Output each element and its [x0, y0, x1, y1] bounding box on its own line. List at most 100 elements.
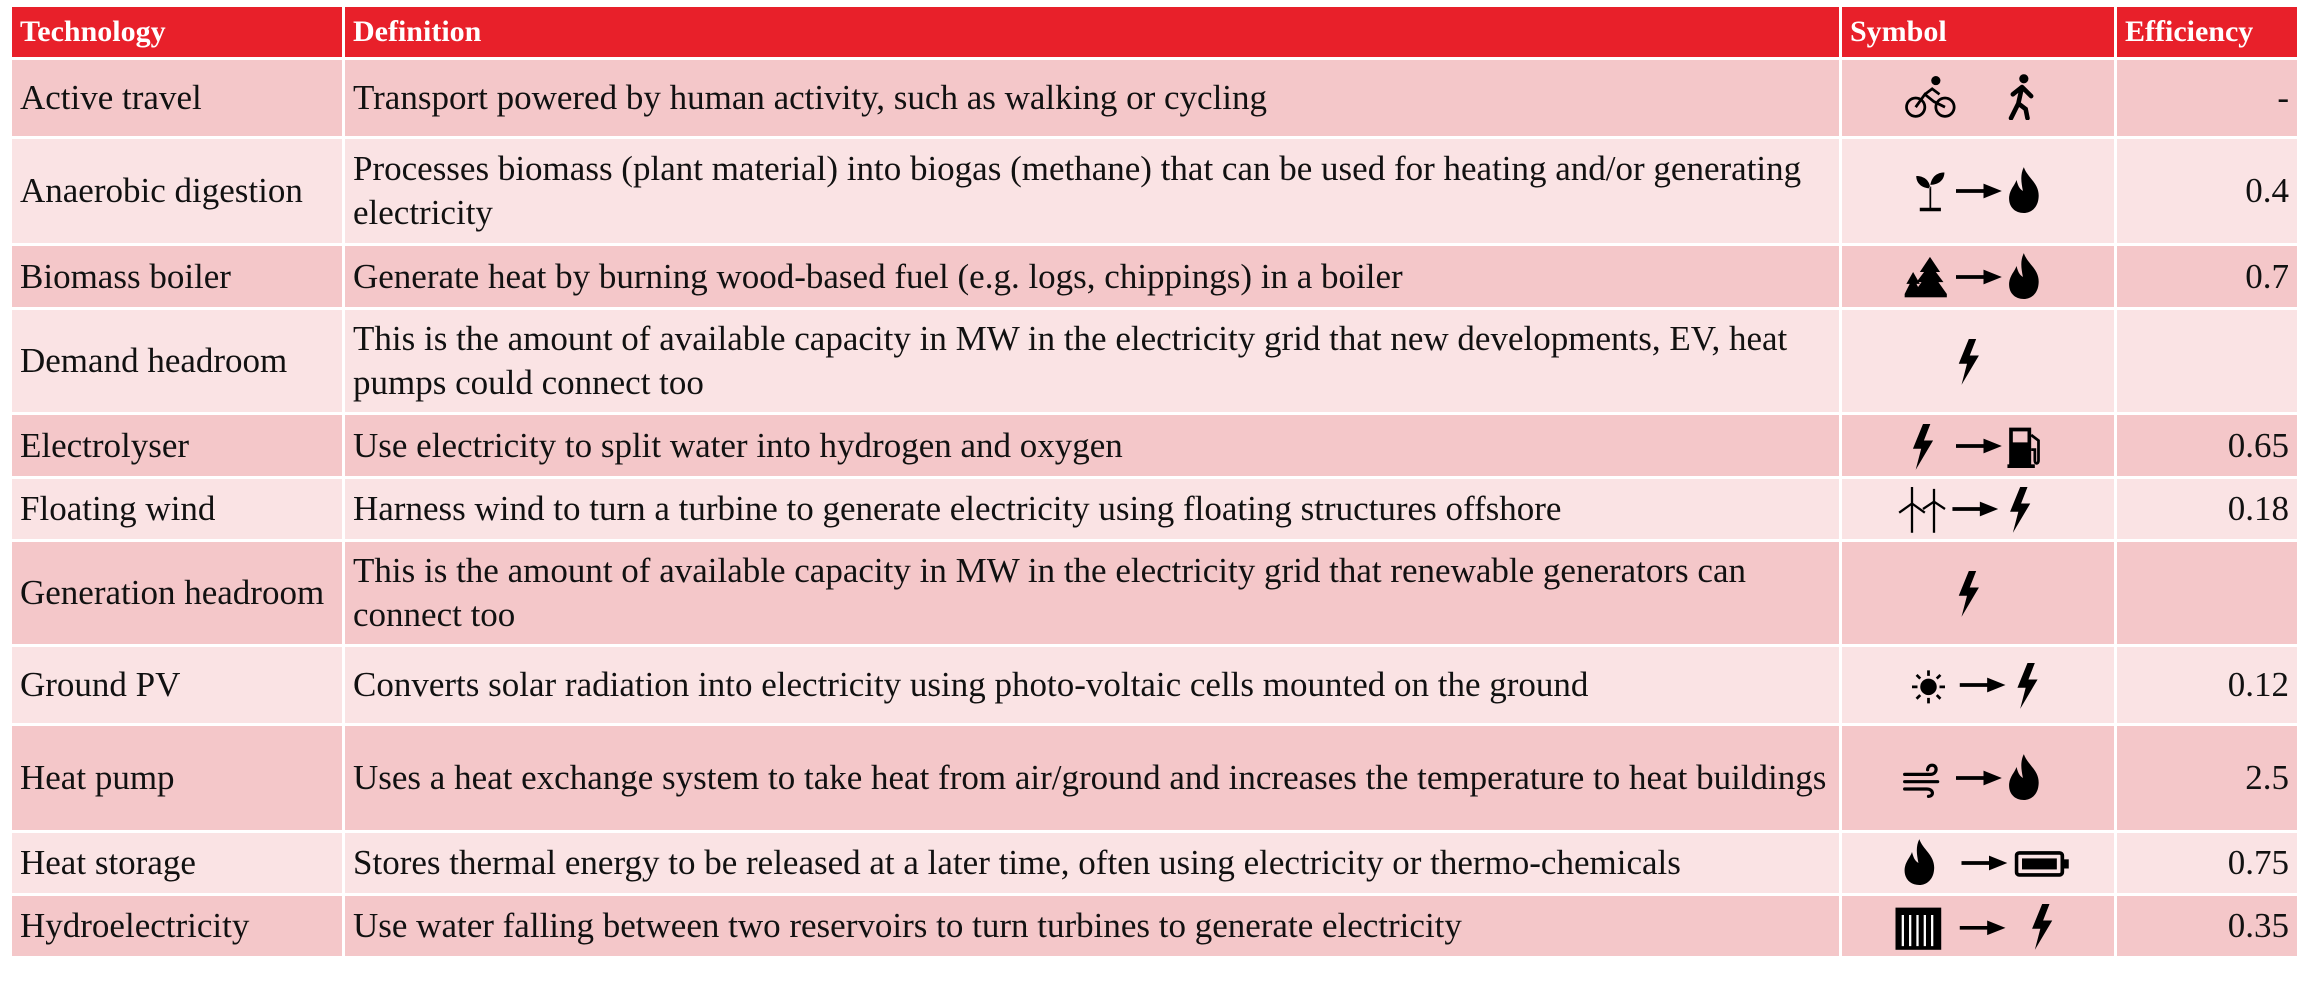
symbol-icons [1910, 663, 2038, 709]
technology-cell: Generation headroom [12, 542, 342, 644]
table-row: Anaerobic digestion Processes biomass (pl… [12, 139, 2297, 243]
flame-icon [1904, 839, 1935, 885]
efficiency-cell: 0.75 [2117, 833, 2297, 893]
symbol-icons [1958, 339, 1979, 385]
table-row: Ground PV Converts solar radiation into e… [12, 647, 2297, 723]
symbol-cell [1842, 479, 2114, 539]
definition-cell: This is the amount of available capacity… [345, 542, 1839, 644]
fuel-icon [2007, 425, 2040, 469]
efficiency-cell: 2.5 [2117, 726, 2297, 830]
definition-cell: Processes biomass (plant material) into … [345, 139, 1839, 243]
efficiency-cell: 0.35 [2117, 896, 2297, 956]
arrow-icon [1956, 267, 2002, 286]
symbol-cell [1842, 896, 2114, 956]
definition-cell: Transport powered by human activity, suc… [345, 60, 1839, 136]
header-cell: Technology [12, 7, 342, 57]
bolt-icon [2010, 487, 2031, 533]
bolt-icon [2032, 904, 2053, 950]
wind-icon [1903, 763, 1940, 798]
symbol-icons [1958, 571, 1979, 617]
definition-cell: Generate heat by burning wood-based fuel… [345, 246, 1839, 307]
symbol-cell [1842, 726, 2114, 830]
technology-cell: Electrolyser [12, 415, 342, 476]
header-row: Technology Definition Symbol Efficiency [12, 7, 2297, 57]
technology-cell: Active travel [12, 60, 342, 136]
efficiency-cell: 0.4 [2117, 139, 2297, 243]
table-row: Electrolyser Use electricity to split wat… [12, 415, 2297, 476]
battery-icon [2014, 851, 2070, 877]
bolt-icon [1958, 571, 1979, 617]
symbol-icons [1905, 68, 2088, 128]
arrow-icon [1956, 768, 2002, 788]
symbol-icons [1916, 167, 2039, 213]
arrow-icon [1959, 918, 2006, 937]
symbol-cell [1842, 246, 2114, 307]
bolt-icon [1912, 423, 1934, 470]
symbol-icons [1895, 904, 2053, 950]
efficiency-cell: 0.12 [2117, 647, 2297, 723]
sprout-icon [1916, 172, 1945, 212]
symbol-cell [1842, 542, 2114, 644]
technology-cell: Demand headroom [12, 310, 342, 412]
symbol-icons [1904, 252, 2039, 299]
flame-icon [2009, 252, 2039, 299]
definition-cell: Use water falling between two reservoirs… [345, 896, 1839, 956]
efficiency-cell: 0.65 [2117, 415, 2297, 476]
technology-cell: Ground PV [12, 647, 342, 723]
symbol-icons [1904, 839, 2070, 885]
efficiency-cell: - [2117, 60, 2297, 136]
table-row: Heat storage Stores thermal energy to be … [12, 833, 2297, 893]
definition-cell: Use electricity to split water into hydr… [345, 415, 1839, 476]
flame-icon [2009, 167, 2039, 213]
efficiency-cell [2117, 310, 2297, 412]
technology-cell: Heat pump [12, 726, 342, 830]
bolt-icon [2017, 663, 2038, 709]
definition-cell: This is the amount of available capacity… [345, 310, 1839, 412]
definition-cell: Uses a heat exchange system to take heat… [345, 726, 1839, 830]
symbol-cell [1842, 415, 2114, 476]
arrow-icon [1961, 853, 2008, 873]
symbol-cell [1842, 60, 2114, 136]
technology-cell: Hydroelectricity [12, 896, 342, 956]
bolt-icon [1958, 339, 1979, 385]
table-row: Generation headroom This is the amount of… [12, 542, 2297, 644]
header-cell: Definition [345, 7, 1839, 57]
table-row: Active travel Transport powered by human … [12, 60, 2297, 136]
turbine-icon [1898, 487, 1947, 533]
symbol-cell [1842, 647, 2114, 723]
table-row: Floating wind Harness wind to turn a turb… [12, 479, 2297, 539]
symbol-cell [1842, 310, 2114, 412]
bike-icon [1905, 74, 1956, 118]
efficiency-cell: 0.7 [2117, 246, 2297, 307]
header-cell: Symbol [1842, 7, 2114, 57]
technology-cell: Heat storage [12, 833, 342, 893]
table-row: Heat pump Uses a heat exchange system to … [12, 726, 2297, 830]
table-row: Hydroelectricity Use water falling betwee… [12, 896, 2297, 956]
arrow-icon [1956, 436, 2002, 455]
symbol-cell [1842, 833, 2114, 893]
technology-cell: Anaerobic digestion [12, 139, 342, 243]
symbol-icons [1898, 487, 2031, 533]
flame-icon [2009, 754, 2039, 800]
definition-cell: Harness wind to turn a turbine to genera… [345, 479, 1839, 539]
efficiency-cell: 0.18 [2117, 479, 2297, 539]
technology-cell: Biomass boiler [12, 246, 342, 307]
table-row: Biomass boiler Generate heat by burning w… [12, 246, 2297, 307]
efficiency-cell [2117, 542, 2297, 644]
sun-icon [1910, 668, 1947, 705]
technology-table: Technology Definition Symbol Efficiency … [9, 4, 2300, 959]
walk-icon [2011, 74, 2031, 118]
arrow-icon [1959, 675, 2006, 695]
trees-icon [1904, 256, 1947, 297]
table-body: Active travel Transport powered by human … [12, 60, 2297, 956]
table-row: Demand headroom This is the amount of ava… [12, 310, 2297, 412]
header-cell: Efficiency [2117, 7, 2297, 57]
symbol-icons [1912, 423, 2040, 470]
symbol-icons [1903, 754, 2039, 800]
definition-cell: Converts solar radiation into electricit… [345, 647, 1839, 723]
arrow-icon [1956, 181, 2002, 201]
technology-cell: Floating wind [12, 479, 342, 539]
dam-icon [1895, 906, 1942, 950]
definition-cell: Stores thermal energy to be released at … [345, 833, 1839, 893]
